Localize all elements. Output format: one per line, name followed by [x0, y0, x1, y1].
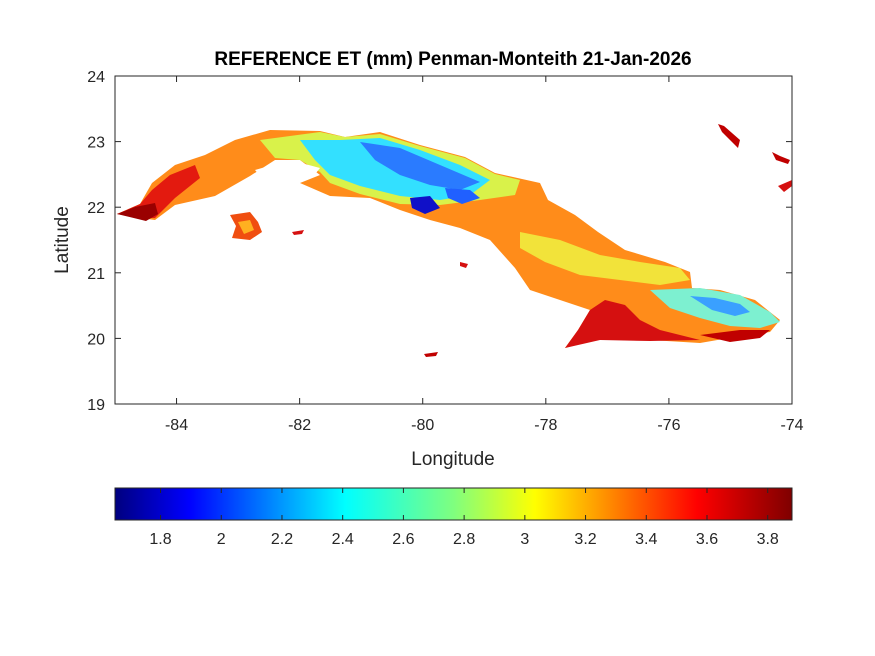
west-tip-darkred [117, 203, 158, 221]
colorbar-tick-label: 2.4 [332, 531, 354, 548]
west-tip-red [117, 165, 200, 218]
map-layer [117, 124, 792, 357]
colorbar-tick-label: 2.6 [392, 531, 414, 548]
colorbar-tick-label: 3.8 [757, 531, 779, 548]
y-tick-label: 19 [87, 397, 105, 414]
colorbar-tick-label: 2.8 [453, 531, 475, 548]
x-tick-label: -84 [165, 417, 188, 434]
x-tick-label: -74 [780, 417, 803, 434]
x-tick-label: -76 [657, 417, 680, 434]
colorbar-tick-label: 1.8 [149, 531, 171, 548]
isla-juventud-inner [238, 220, 254, 234]
colorbar-tick-label: 2.2 [271, 531, 293, 548]
colorbar [114, 487, 793, 521]
y-tick-label: 20 [87, 331, 105, 348]
cuba-main-island [117, 130, 780, 348]
colorbar-tick-label: 2 [217, 531, 226, 548]
y-axis-ticks: 19 20 21 22 23 24 [87, 69, 792, 414]
matanzas-darkblue [410, 196, 440, 214]
islet-3 [778, 180, 792, 192]
y-tick-label: 21 [87, 266, 105, 283]
y-tick-label: 22 [87, 200, 105, 217]
islet-2 [772, 152, 790, 164]
colorbar-tick-label: 3.4 [635, 531, 657, 548]
x-axis-ticks: -84 -82 -80 -78 -76 -74 [165, 76, 804, 434]
east-red-strip [700, 330, 770, 342]
colorbar-ticks: 1.8 2 2.2 2.4 2.6 2.8 3 3.2 3.4 3.6 3.8 [149, 488, 779, 548]
colorbar-tick-label: 3 [520, 531, 529, 548]
x-tick-label: -80 [411, 417, 434, 434]
y-tick-label: 24 [87, 69, 105, 86]
north-coast-blue [360, 142, 480, 190]
colorbar-tick-label: 3.2 [574, 531, 596, 548]
north-bay-white [255, 160, 320, 182]
central-yellow [520, 232, 690, 285]
x-tick-label: -78 [534, 417, 557, 434]
x-tick-label: -82 [288, 417, 311, 434]
east-blue [690, 296, 750, 316]
islet-4 [424, 352, 438, 357]
y-tick-label: 23 [87, 135, 105, 152]
south-coast-red [565, 300, 700, 348]
colorbar-tick-label: 3.6 [696, 531, 718, 548]
y-axis-label: Latitude [52, 206, 73, 274]
blue-patch-2 [445, 188, 480, 204]
islet-5 [292, 230, 304, 235]
x-axis-label: Longitude [411, 449, 494, 470]
plot-area-frame [114, 75, 793, 405]
chart-title: REFERENCE ET (mm) Penman-Monteith 21-Jan… [214, 49, 691, 70]
islet-1 [718, 124, 740, 148]
islet-6 [460, 262, 468, 268]
